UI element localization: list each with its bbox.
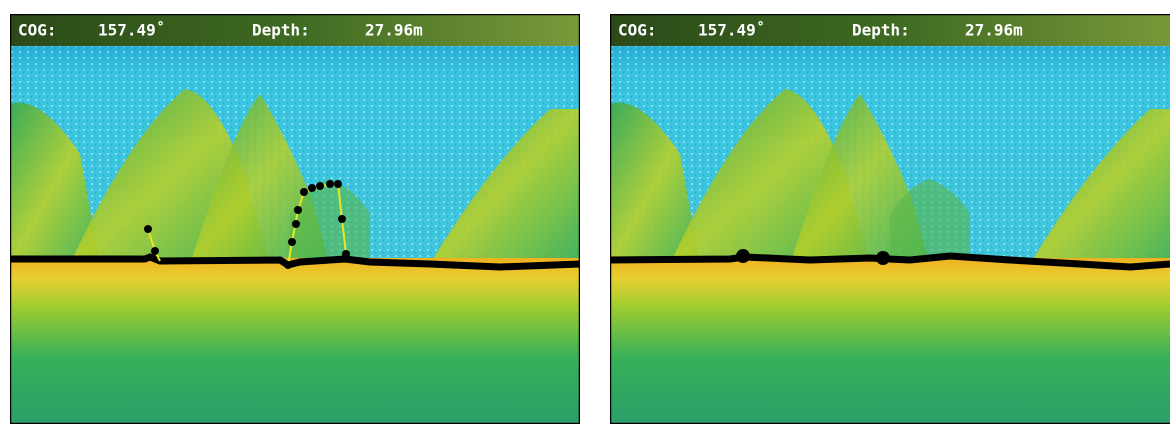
sonar-panel: COG: 157.49˚ Depth: 27.96m xyxy=(610,14,1170,424)
depth-value: 27.96m xyxy=(365,21,423,40)
cog-label: COG: xyxy=(618,21,657,40)
cog-label: COG: xyxy=(18,21,57,40)
cog-value: 157.49˚ xyxy=(98,21,165,40)
depth-value: 27.96m xyxy=(965,21,1023,40)
page: COG: 157.49˚ Depth: 27.96m COG: 157.49˚ … xyxy=(0,0,1170,424)
echogram xyxy=(610,14,1170,424)
sonar-panel: COG: 157.49˚ Depth: 27.96m xyxy=(10,14,580,424)
echogram xyxy=(10,14,580,424)
detection-point xyxy=(876,251,890,265)
depth-label: Depth: xyxy=(852,21,910,40)
detection-point xyxy=(736,249,750,263)
cog-value: 157.49˚ xyxy=(698,21,765,40)
sonar-screens: COG: 157.49˚ Depth: 27.96m COG: 157.49˚ … xyxy=(0,0,1170,424)
depth-label: Depth: xyxy=(252,21,310,40)
